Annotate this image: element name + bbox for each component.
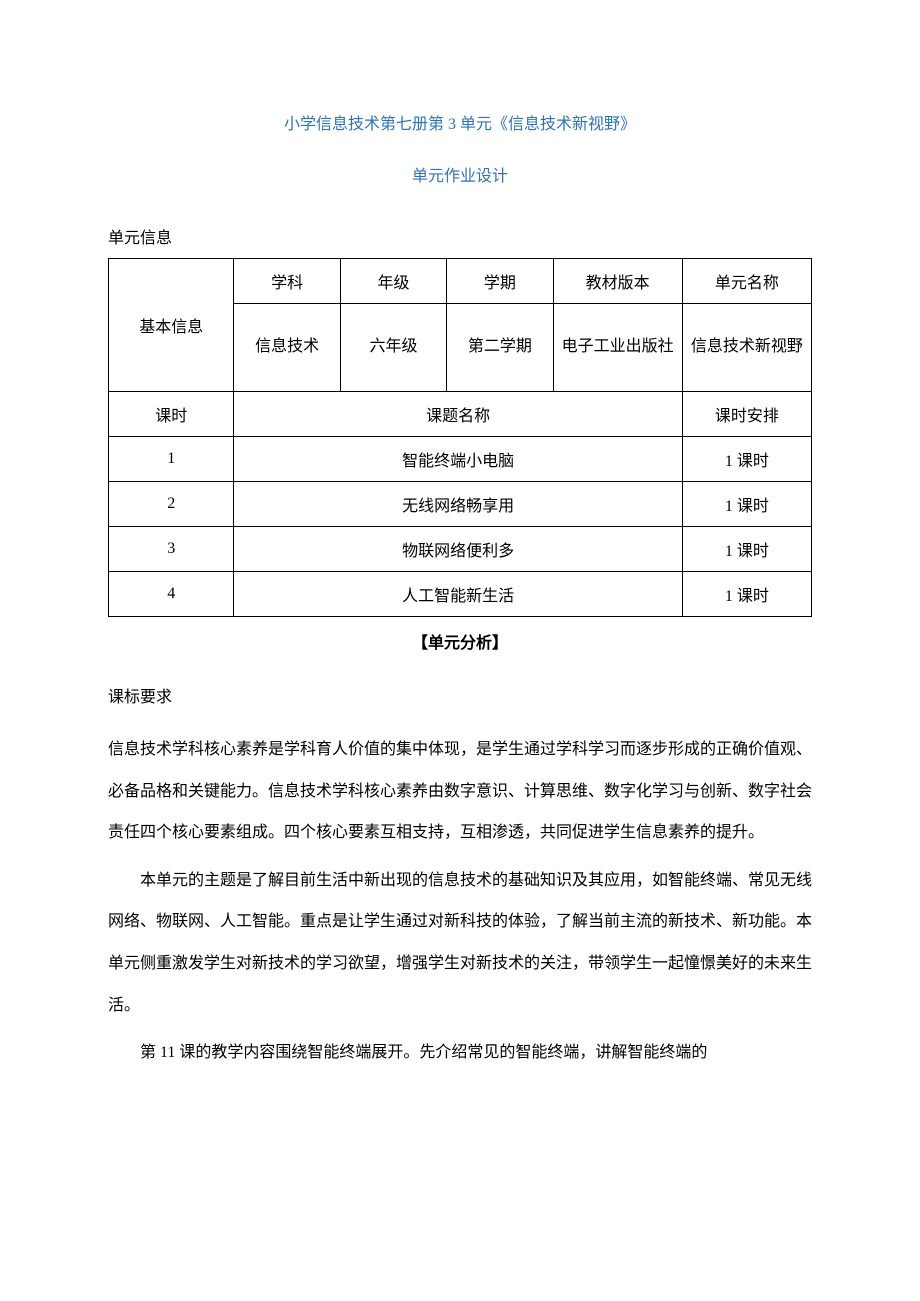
- unit-info-table: 基本信息 学科 年级 学期 教材版本 单元名称 信息技术 六年级 第二学期 电子…: [108, 258, 812, 617]
- lesson-num: 1: [109, 437, 234, 482]
- table-row: 2 无线网络畅享用 1 课时: [109, 482, 812, 527]
- lesson-num: 2: [109, 482, 234, 527]
- col-grade-header: 年级: [340, 259, 446, 304]
- col-topic-header: 课题名称: [234, 392, 682, 437]
- lesson-topic: 物联网络便利多: [234, 527, 682, 572]
- lesson-arr: 1 课时: [682, 527, 811, 572]
- section-label-curriculum: 课标要求: [108, 683, 812, 707]
- basic-info-label: 基本信息: [109, 259, 234, 392]
- col-arrangement-header: 课时安排: [682, 392, 811, 437]
- table-row: 3 物联网络便利多 1 课时: [109, 527, 812, 572]
- cell-term: 第二学期: [447, 304, 553, 392]
- body-paragraph: 信息技术学科核心素养是学科育人价值的集中体现，是学生通过学科学习而逐步形成的正确…: [108, 729, 812, 854]
- doc-title-main: 小学信息技术第七册第 3 单元《信息技术新视野》: [108, 110, 812, 134]
- section-label-unit-info: 单元信息: [108, 224, 812, 248]
- cell-unitname: 信息技术新视野: [682, 304, 811, 392]
- lessons-header-row: 课时 课题名称 课时安排: [109, 392, 812, 437]
- col-subject-header: 学科: [234, 259, 340, 304]
- table-header-row: 基本信息 学科 年级 学期 教材版本 单元名称: [109, 259, 812, 304]
- lesson-arr: 1 课时: [682, 482, 811, 527]
- col-unitname-header: 单元名称: [682, 259, 811, 304]
- lesson-arr: 1 课时: [682, 572, 811, 617]
- lesson-topic: 智能终端小电脑: [234, 437, 682, 482]
- lesson-topic: 人工智能新生活: [234, 572, 682, 617]
- cell-grade: 六年级: [340, 304, 446, 392]
- doc-title-sub: 单元作业设计: [108, 162, 812, 186]
- col-textbook-header: 教材版本: [553, 259, 682, 304]
- lesson-num: 4: [109, 572, 234, 617]
- cell-textbook: 电子工业出版社: [553, 304, 682, 392]
- analysis-heading: 【单元分析】: [108, 629, 812, 653]
- col-period-header: 课时: [109, 392, 234, 437]
- lesson-arr: 1 课时: [682, 437, 811, 482]
- table-row: 1 智能终端小电脑 1 课时: [109, 437, 812, 482]
- lesson-num: 3: [109, 527, 234, 572]
- col-term-header: 学期: [447, 259, 553, 304]
- table-row: 4 人工智能新生活 1 课时: [109, 572, 812, 617]
- body-paragraph: 第 11 课的教学内容围绕智能终端展开。先介绍常见的智能终端，讲解智能终端的: [108, 1032, 812, 1074]
- lesson-topic: 无线网络畅享用: [234, 482, 682, 527]
- cell-subject: 信息技术: [234, 304, 340, 392]
- body-paragraph: 本单元的主题是了解目前生活中新出现的信息技术的基础知识及其应用，如智能终端、常见…: [108, 860, 812, 1026]
